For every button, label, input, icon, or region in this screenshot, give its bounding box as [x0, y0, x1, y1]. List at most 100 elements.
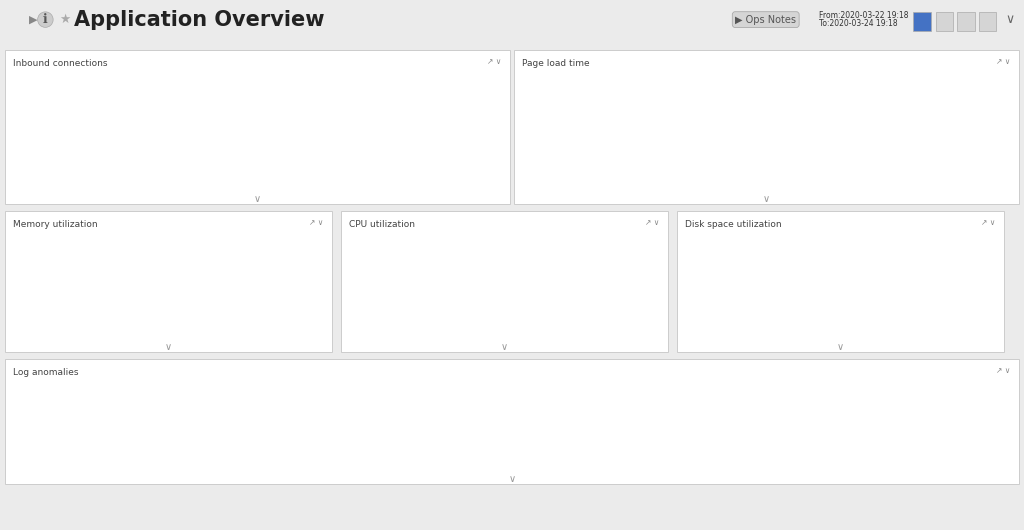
- Bar: [509, 460, 513, 465]
- Bar: [110, 278, 114, 333]
- Text: 6.00 Connections EST or in Close Wait: 6.00 Connections EST or in Close Wait: [146, 98, 296, 107]
- Bar: [165, 314, 168, 333]
- Bar: [90, 242, 94, 333]
- Bar: [283, 412, 288, 465]
- Bar: [1000, 463, 1005, 465]
- Bar: [129, 299, 133, 333]
- Bar: [480, 455, 484, 465]
- Bar: [51, 251, 55, 333]
- Bar: [157, 305, 161, 333]
- Bar: [297, 310, 300, 333]
- Bar: [372, 436, 376, 465]
- Text: Memory utilization: Memory utilization: [13, 220, 98, 229]
- Bar: [398, 444, 402, 465]
- Text: Disk space utilization: Disk space utilization: [685, 220, 781, 229]
- Bar: [211, 306, 215, 333]
- Text: ∨: ∨: [509, 474, 515, 483]
- Y-axis label: Anomalies: Anomalies: [23, 400, 32, 440]
- Bar: [79, 244, 83, 333]
- Bar: [246, 307, 250, 333]
- Bar: [191, 304, 196, 333]
- Bar: [282, 319, 285, 333]
- Bar: [98, 244, 102, 333]
- Bar: [226, 307, 230, 333]
- Bar: [168, 306, 172, 333]
- Text: Inbound connections: Inbound connections: [13, 59, 108, 68]
- Bar: [507, 458, 511, 465]
- Text: ℹ: ℹ: [43, 13, 48, 26]
- Text: ↗ ∨: ↗ ∨: [996, 57, 1011, 66]
- Bar: [286, 401, 290, 465]
- Bar: [63, 246, 67, 333]
- Bar: [288, 391, 292, 465]
- Bar: [94, 242, 98, 333]
- Text: ↗ ∨: ↗ ∨: [487, 57, 502, 66]
- Bar: [375, 420, 379, 465]
- Bar: [312, 319, 316, 333]
- Bar: [207, 309, 211, 333]
- Bar: [265, 318, 269, 333]
- Bar: [293, 411, 297, 465]
- Bar: [234, 311, 239, 333]
- Bar: [262, 311, 265, 333]
- Y-axis label: %: %: [343, 276, 352, 283]
- Bar: [75, 248, 79, 333]
- Bar: [153, 308, 157, 333]
- Text: Mar 23 09:32:45: Mar 23 09:32:45: [111, 176, 166, 183]
- Bar: [187, 308, 191, 333]
- Text: To:2020-03-24 19:18: To:2020-03-24 19:18: [819, 19, 898, 28]
- Bar: [993, 455, 997, 465]
- Text: ↗ ∨: ↗ ∨: [309, 218, 324, 227]
- Bar: [137, 297, 141, 333]
- Y-axis label: count: count: [19, 114, 29, 136]
- Bar: [285, 308, 289, 333]
- Bar: [68, 245, 71, 333]
- Bar: [145, 310, 148, 333]
- Text: Page load time: Page load time: [522, 59, 590, 68]
- Y-axis label: milliseconds: milliseconds: [531, 101, 541, 149]
- Bar: [204, 308, 207, 333]
- Bar: [118, 298, 122, 333]
- Bar: [400, 448, 406, 465]
- Bar: [301, 317, 304, 333]
- Bar: [83, 245, 86, 333]
- Bar: [114, 285, 118, 333]
- Text: ▶: ▶: [29, 15, 37, 24]
- Bar: [200, 313, 203, 333]
- Text: ∨: ∨: [1006, 13, 1015, 26]
- Bar: [87, 249, 90, 333]
- Bar: [269, 312, 273, 333]
- Bar: [239, 308, 242, 333]
- Bar: [176, 310, 180, 333]
- Bar: [393, 451, 398, 465]
- Bar: [59, 246, 63, 333]
- Bar: [55, 242, 59, 333]
- Bar: [258, 315, 261, 333]
- Bar: [290, 404, 295, 465]
- Bar: [988, 458, 992, 465]
- Bar: [273, 315, 278, 333]
- Bar: [316, 315, 319, 333]
- Text: ↗ ∨: ↗ ∨: [981, 218, 995, 227]
- Text: From:2020-03-22 19:18: From:2020-03-22 19:18: [819, 12, 908, 20]
- Bar: [293, 307, 297, 333]
- Bar: [219, 310, 222, 333]
- Bar: [254, 318, 258, 333]
- Bar: [757, 463, 762, 465]
- Bar: [71, 242, 75, 333]
- Bar: [230, 315, 234, 333]
- Bar: [196, 308, 200, 333]
- Bar: [133, 307, 137, 333]
- Bar: [308, 319, 312, 333]
- Bar: [990, 452, 995, 465]
- Text: CPU utilization: CPU utilization: [349, 220, 415, 229]
- Bar: [106, 263, 110, 333]
- Bar: [122, 300, 125, 333]
- Text: Application Overview: Application Overview: [74, 10, 325, 30]
- Bar: [180, 316, 183, 333]
- Bar: [396, 443, 400, 465]
- Text: ∨: ∨: [763, 194, 770, 204]
- Bar: [184, 313, 187, 333]
- Text: ▶ Ops Notes: ▶ Ops Notes: [735, 15, 797, 24]
- Bar: [223, 312, 226, 333]
